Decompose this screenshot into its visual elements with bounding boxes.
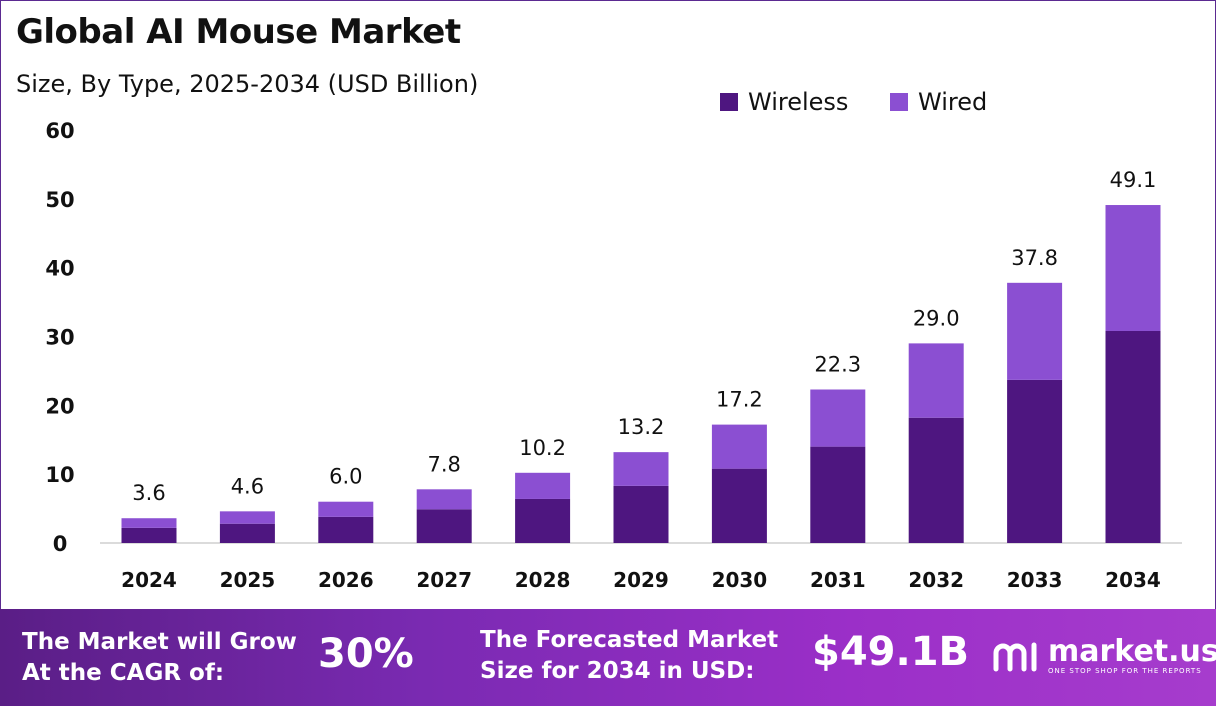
bar-wireless-2033 xyxy=(1007,379,1063,543)
forecast-value: $49.1B xyxy=(812,629,970,675)
y-tick-label: 50 xyxy=(45,188,74,212)
bar-chart: 01020304050603.620244.620256.020267.8202… xyxy=(45,119,1182,592)
x-tick-label-2029: 2029 xyxy=(613,568,669,592)
legend-item-wireless: Wireless xyxy=(720,88,848,116)
bar-wired-2034 xyxy=(1105,205,1161,331)
legend-label-wireless: Wireless xyxy=(748,88,849,116)
y-tick-label: 20 xyxy=(45,394,74,418)
bar-wireless-2029 xyxy=(613,485,669,543)
total-label-2029: 13.2 xyxy=(618,415,665,439)
chart-title: Global AI Mouse Market xyxy=(16,12,461,52)
bar-wired-2031 xyxy=(810,389,866,447)
total-label-2030: 17.2 xyxy=(716,388,763,412)
total-label-2026: 6.0 xyxy=(329,465,362,489)
bar-wireless-2025 xyxy=(219,523,275,543)
bar-wireless-2034 xyxy=(1105,330,1161,543)
total-label-2027: 7.8 xyxy=(427,452,460,476)
bar-wireless-2027 xyxy=(416,509,472,543)
forecast-text: The Forecasted Market Size for 2034 in U… xyxy=(480,627,779,684)
y-tick-label: 40 xyxy=(45,257,74,281)
bar-wired-2032 xyxy=(908,343,964,418)
total-label-2033: 37.8 xyxy=(1011,246,1058,270)
brand-name: market.us xyxy=(1048,634,1216,669)
total-label-2024: 3.6 xyxy=(132,481,165,505)
bar-wired-2025 xyxy=(219,511,275,524)
footer-banner: The Market will Grow At the CAGR of: 30%… xyxy=(0,609,1216,706)
total-label-2031: 22.3 xyxy=(814,353,861,377)
y-tick-label: 60 xyxy=(45,119,74,143)
brand-logo: market.us ONE STOP SHOP FOR THE REPORTS xyxy=(992,637,1216,675)
total-label-2025: 4.6 xyxy=(231,474,264,498)
x-tick-label-2034: 2034 xyxy=(1105,568,1161,592)
bar-wired-2029 xyxy=(613,452,669,486)
bar-wireless-2026 xyxy=(318,516,374,543)
x-tick-label-2026: 2026 xyxy=(318,568,374,592)
bar-wireless-2031 xyxy=(810,446,866,543)
total-label-2034: 49.1 xyxy=(1110,168,1157,192)
x-tick-label-2028: 2028 xyxy=(515,568,571,592)
legend-swatch-wireless xyxy=(720,93,738,111)
cagr-text: The Market will Grow At the CAGR of: xyxy=(22,629,297,686)
x-tick-label-2024: 2024 xyxy=(121,568,177,592)
x-tick-label-2032: 2032 xyxy=(908,568,964,592)
y-tick-label: 30 xyxy=(45,326,74,350)
brand-tagline: ONE STOP SHOP FOR THE REPORTS xyxy=(1048,667,1202,675)
x-tick-label-2031: 2031 xyxy=(810,568,866,592)
x-tick-label-2025: 2025 xyxy=(220,568,276,592)
bar-wireless-2032 xyxy=(908,417,964,543)
x-tick-label-2030: 2030 xyxy=(712,568,768,592)
y-tick-label: 10 xyxy=(45,463,74,487)
bar-wired-2028 xyxy=(515,472,571,499)
legend-label-wired: Wired xyxy=(918,88,988,116)
bar-wired-2030 xyxy=(711,424,767,469)
x-tick-label-2027: 2027 xyxy=(416,568,472,592)
legend-swatch-wired xyxy=(890,93,908,111)
cagr-value: 30% xyxy=(318,631,414,677)
bar-wired-2027 xyxy=(416,489,472,510)
market-us-logo-icon xyxy=(993,642,1037,672)
bar-wireless-2030 xyxy=(711,468,767,543)
bar-wired-2026 xyxy=(318,501,374,517)
legend-item-wired: Wired xyxy=(890,88,987,116)
y-tick-label: 0 xyxy=(53,532,68,556)
bar-wireless-2028 xyxy=(515,498,571,543)
total-label-2032: 29.0 xyxy=(913,306,960,330)
bar-wired-2024 xyxy=(121,518,177,528)
total-label-2028: 10.2 xyxy=(519,436,566,460)
x-tick-label-2033: 2033 xyxy=(1007,568,1063,592)
bar-wired-2033 xyxy=(1007,282,1063,380)
bar-wireless-2024 xyxy=(121,527,177,543)
chart-subtitle: Size, By Type, 2025-2034 (USD Billion) xyxy=(16,70,479,98)
